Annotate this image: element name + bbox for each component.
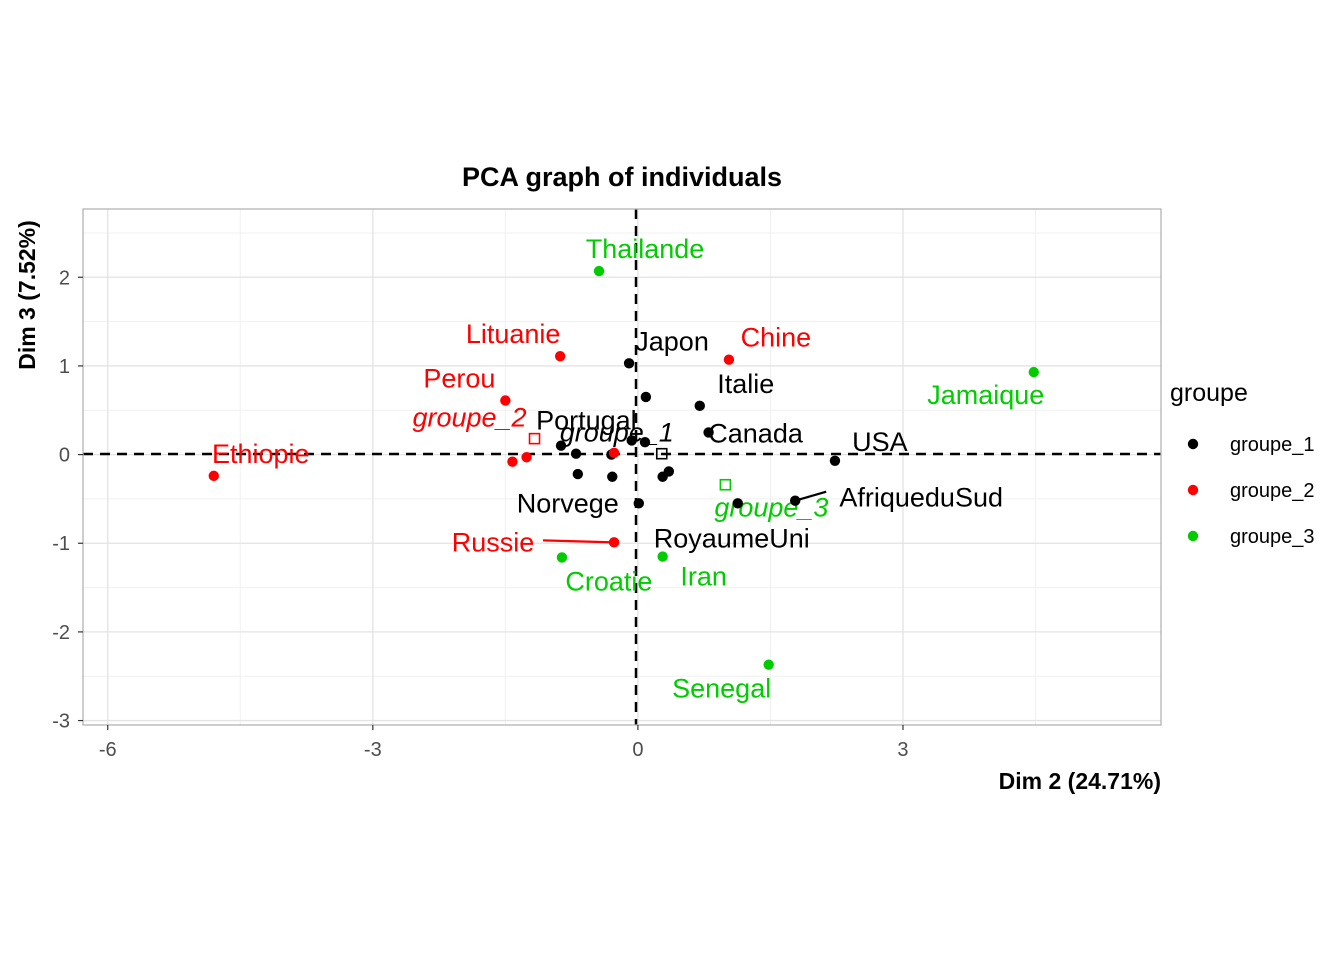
x-tick-label: 0 [632, 739, 643, 761]
data-point [593, 265, 605, 277]
point-label: Ethiopie [212, 439, 310, 469]
data-point [607, 471, 618, 482]
legend-label: groupe_1 [1230, 434, 1315, 456]
y-tick-label: -2 [52, 622, 70, 644]
point-label: AfriqueduSud [839, 483, 1003, 513]
data-point [626, 435, 637, 446]
y-tick-label: 2 [59, 267, 70, 289]
point-label: Jamaique [927, 380, 1044, 410]
data-point [208, 470, 219, 482]
legend-key [1187, 438, 1199, 450]
label-connector [543, 539, 615, 544]
data-point [829, 455, 841, 466]
x-tick-label: 3 [897, 739, 908, 761]
data-point [657, 551, 668, 562]
point-label: Japon [635, 326, 709, 356]
data-point [623, 358, 635, 369]
barycenter-marker [655, 447, 668, 460]
legend: groupe groupe_1 groupe_2 groupe_3 [1170, 379, 1315, 548]
legend-label: groupe_2 [1230, 480, 1315, 502]
data-point [663, 466, 675, 477]
x-tick-label: -6 [99, 739, 117, 761]
data-point [723, 354, 735, 365]
y-axis-label: Dim 3 (7.52%) [14, 220, 40, 370]
point-labels: Japon Italie Portugal Canada USA AfriqueduSud… [212, 234, 1044, 704]
data-point [732, 498, 743, 509]
point-label: USA [852, 427, 908, 457]
legend-label: groupe_3 [1230, 526, 1315, 548]
data-point [789, 495, 801, 506]
grid-minor [83, 209, 1161, 725]
data-point [608, 447, 620, 459]
group-barycenters: groupe_1 groupe_2 groupe_3 [412, 403, 828, 523]
data-point [554, 350, 566, 362]
data-point [507, 456, 518, 467]
legend-key [1187, 484, 1199, 496]
barycenter-label: groupe_1 [560, 418, 674, 448]
label-connector [794, 490, 827, 502]
point-label: Canada [708, 418, 804, 448]
x-axis-label: Dim 2 (24.71%) [999, 768, 1161, 794]
plot-panel-border [82, 208, 1162, 726]
data-point [703, 427, 714, 438]
x-tick-label: -3 [364, 739, 382, 761]
point-label: Perou [423, 364, 495, 394]
legend-entries: groupe_1 groupe_2 groupe_3 [1187, 434, 1315, 548]
x-axis-ticks: -6 -3 0 3 [99, 725, 909, 761]
y-tick-label: -1 [52, 533, 70, 555]
data-point [555, 440, 567, 451]
y-tick-label: 0 [59, 445, 70, 467]
data-point [500, 395, 511, 406]
chart-title: PCA graph of individuals [462, 162, 782, 192]
barycenter-label: groupe_2 [412, 403, 526, 433]
point-label: Croatie [565, 566, 652, 596]
y-tick-label: -3 [52, 711, 70, 733]
point-label: Iran [680, 562, 727, 592]
legend-key [1187, 530, 1199, 542]
point-label: Thailande [586, 234, 705, 264]
barycenter-marker [719, 478, 732, 491]
y-tick-label: 1 [59, 356, 70, 378]
legend-title: groupe [1170, 379, 1248, 407]
point-label: Senegal [672, 674, 771, 704]
point-label: Russie [452, 527, 535, 557]
data-point [639, 436, 651, 448]
data-point [1028, 366, 1039, 378]
point-label: RoyaumeUni [654, 523, 810, 553]
data-point [556, 552, 568, 563]
grid-major [83, 209, 1161, 725]
data-point [608, 537, 620, 548]
data-point [694, 400, 705, 412]
data-point [570, 448, 582, 459]
point-label: Norvege [517, 488, 619, 518]
data-point [633, 498, 644, 509]
data-point [640, 391, 652, 403]
label-connectors [543, 490, 827, 544]
barycenter-marker [528, 432, 541, 445]
point-label: Italie [717, 369, 774, 399]
y-axis-ticks: -3 -2 -1 0 1 2 [52, 267, 83, 733]
data-point [572, 468, 584, 480]
point-label: Chine [741, 323, 812, 353]
data-point [763, 659, 774, 670]
barycenter-label: groupe_3 [714, 493, 828, 523]
data-point [521, 452, 532, 463]
point-label: Lituanie [466, 319, 561, 349]
point-label: Portugal [536, 406, 637, 436]
data-points [208, 265, 1039, 670]
